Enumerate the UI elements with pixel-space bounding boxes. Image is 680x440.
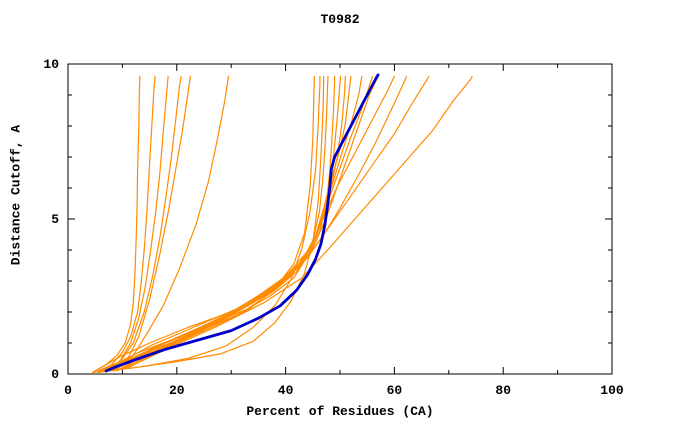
- chart-title: T0982: [320, 12, 360, 27]
- x-axis-label: Percent of Residues (CA): [246, 404, 434, 419]
- svg-text:0: 0: [64, 383, 72, 398]
- svg-text:0: 0: [51, 367, 59, 382]
- svg-text:80: 80: [495, 383, 511, 398]
- svg-text:40: 40: [278, 383, 294, 398]
- svg-text:10: 10: [43, 57, 59, 72]
- svg-text:60: 60: [387, 383, 403, 398]
- svg-text:20: 20: [169, 383, 185, 398]
- svg-text:100: 100: [600, 383, 624, 398]
- svg-text:5: 5: [51, 212, 59, 227]
